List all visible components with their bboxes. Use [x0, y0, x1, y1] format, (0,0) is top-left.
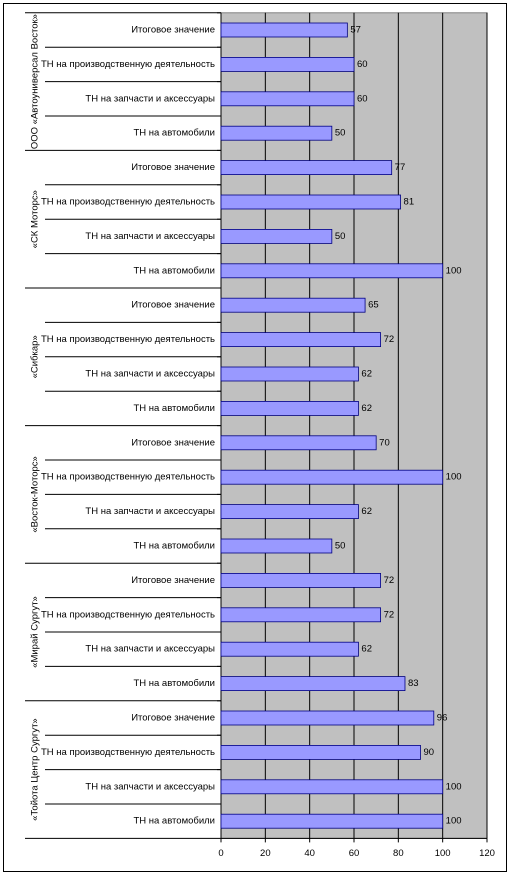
bar: [220, 125, 333, 141]
x-tick-label: 80: [393, 848, 404, 859]
group-label: «Тойота Центр Сургут»: [30, 718, 41, 821]
y-tick-label: Итоговое значение: [131, 713, 215, 724]
value-label: 62: [361, 644, 372, 655]
value-label: 50: [335, 231, 346, 242]
y-tick-label: ТН на автомобили: [133, 128, 215, 139]
value-label: 81: [404, 197, 415, 208]
bar: [220, 538, 333, 554]
y-tick-label: ТН на запчасти и аксессуары: [85, 369, 215, 380]
y-tick-label: ТН на автомобили: [133, 403, 215, 414]
bar: [220, 297, 366, 313]
y-tick-label: ТН на производственную деятельность: [41, 472, 215, 483]
y-tick-label: ТН на производственную деятельность: [41, 334, 215, 345]
bar: [220, 813, 444, 829]
value-label: 57: [350, 25, 361, 36]
bar: [220, 504, 359, 520]
value-label: 96: [437, 713, 448, 724]
value-label: 72: [384, 575, 395, 586]
group-label: «СК Моторс»: [30, 190, 41, 248]
y-tick-label: Итоговое значение: [131, 162, 215, 173]
y-tick-label: ТН на автомобили: [133, 678, 215, 689]
value-label: 62: [361, 506, 372, 517]
value-label: 62: [361, 369, 372, 380]
bar: [220, 194, 401, 210]
y-tick-label: ТН на производственную деятельность: [41, 59, 215, 70]
value-label: 62: [361, 403, 372, 414]
bar: [220, 745, 421, 760]
value-label: 60: [357, 59, 368, 70]
bar: [220, 332, 382, 348]
bar: [220, 22, 348, 38]
bar: [220, 228, 333, 244]
value-label: 50: [335, 541, 346, 552]
bar: [220, 710, 435, 726]
y-tick-label: ТН на запчасти и аксессуары: [85, 231, 215, 242]
bar: [220, 779, 444, 795]
bar: [220, 641, 359, 657]
bar: [220, 676, 406, 691]
y-tick-label: Итоговое значение: [131, 575, 215, 586]
bar: [220, 91, 355, 107]
value-label: 72: [384, 334, 395, 345]
y-tick-label: Итоговое значение: [131, 437, 215, 448]
y-tick-label: ТН на запчасти и аксессуары: [85, 644, 215, 655]
group-label: «Восток-Моторс»: [30, 456, 41, 532]
y-tick-label: ТН на запчасти и аксессуары: [85, 506, 215, 517]
x-tick-label: 40: [304, 848, 315, 859]
value-label: 72: [384, 609, 395, 620]
bar: [220, 573, 382, 588]
value-label: 50: [335, 128, 346, 139]
y-tick-label: ТН на автомобили: [133, 265, 215, 276]
bar: [220, 366, 359, 382]
bar: [220, 400, 359, 416]
x-tick-label: 0: [218, 848, 223, 859]
x-tick-label: 120: [479, 848, 495, 859]
group-label: «Сибкар»: [30, 335, 41, 378]
x-tick-label: 20: [260, 848, 271, 859]
value-label: 100: [446, 472, 462, 483]
value-label: 90: [424, 747, 435, 758]
y-tick-label: ТН на производственную деятельность: [41, 747, 215, 758]
bar: [220, 435, 377, 451]
value-label: 100: [446, 816, 462, 827]
x-tick-label: 100: [435, 848, 451, 859]
bar: [220, 469, 444, 485]
y-tick-label: ТН на автомобили: [133, 816, 215, 827]
y-tick-label: ТН на производственную деятельность: [41, 197, 215, 208]
y-tick-label: ТН на запчасти и аксессуары: [85, 93, 215, 104]
y-tick-label: ТН на производственную деятельность: [41, 609, 215, 620]
bar: [220, 160, 393, 176]
value-label: 77: [395, 162, 406, 173]
y-tick-label: ТН на автомобили: [133, 541, 215, 552]
y-tick-label: ТН на запчасти и аксессуары: [85, 781, 215, 792]
group-label: ООО «Автоуниверсал Восток»: [30, 14, 41, 149]
y-tick-label: Итоговое значение: [131, 300, 215, 311]
group-label: «Мирай Сургут»: [30, 596, 41, 668]
bar: [220, 57, 355, 72]
bar: [220, 263, 444, 279]
value-label: 60: [357, 93, 368, 104]
x-tick-label: 60: [349, 848, 360, 859]
y-tick-label: Итоговое значение: [131, 25, 215, 36]
value-label: 65: [368, 300, 379, 311]
value-label: 100: [446, 781, 462, 792]
value-label: 70: [379, 437, 390, 448]
value-label: 100: [446, 265, 462, 276]
bar: [220, 607, 382, 623]
value-label: 83: [408, 678, 419, 689]
